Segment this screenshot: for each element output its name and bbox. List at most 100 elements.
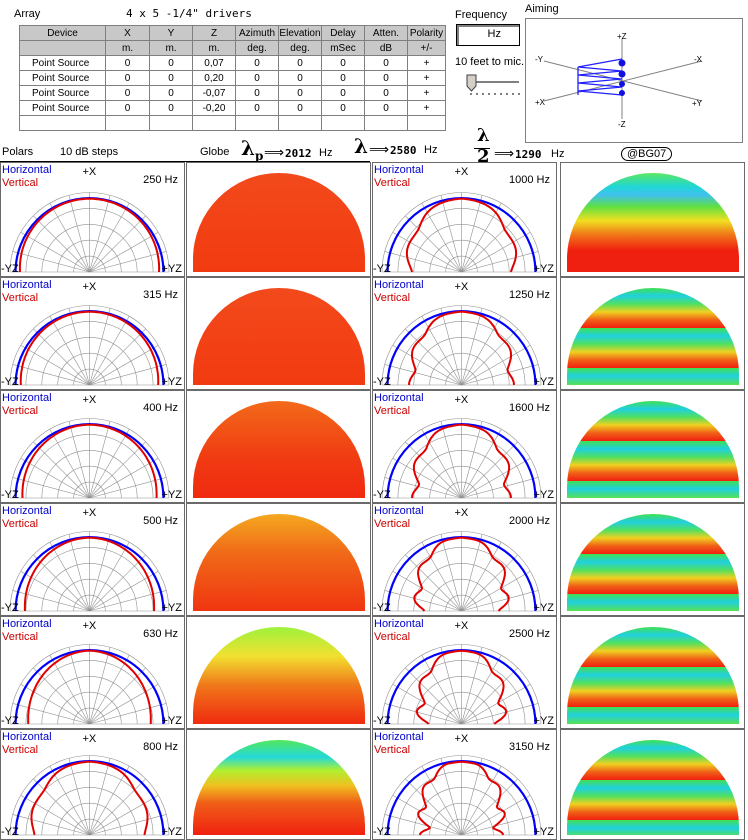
vertical-response-curve xyxy=(413,536,510,612)
table-row-empty[interactable] xyxy=(19,115,446,131)
axis-right-label: +YZ xyxy=(161,715,182,727)
cell[interactable]: 0 xyxy=(105,100,150,116)
axis-px: +X xyxy=(535,98,546,107)
cell[interactable]: 0 xyxy=(149,100,193,116)
polar-grid xyxy=(381,531,542,612)
lambda-p-value: 2012 xyxy=(285,147,312,160)
polar-grid xyxy=(9,305,170,386)
globe-dome xyxy=(192,401,365,498)
table-units-row: m. m. m. deg. deg. mSec dB +/- xyxy=(19,40,446,56)
polar-panel: Horizontal Vertical +X 315 Hz -YZ +YZ xyxy=(0,277,185,390)
cell[interactable]: 0 xyxy=(235,70,279,86)
cell[interactable]: 0 xyxy=(364,100,408,116)
cell[interactable]: 0,20 xyxy=(192,70,236,86)
cell[interactable]: -0,07 xyxy=(192,85,236,101)
polar-panel: Horizontal Vertical +X 2500 Hz -YZ +YZ xyxy=(372,616,557,729)
axis-left-label: -YZ xyxy=(373,715,391,727)
unit-cell: m. xyxy=(192,40,236,56)
table-header-row: Device X Y Z Azimuth Elevation Delay Att… xyxy=(19,25,446,41)
aiming-panel[interactable]: +Z -Z -Y +Y -X +X xyxy=(525,18,743,143)
cell[interactable]: Point Source xyxy=(19,70,106,86)
cell[interactable]: + xyxy=(407,100,446,116)
cell[interactable]: 0 xyxy=(364,70,408,86)
globe-dome xyxy=(192,514,365,611)
cell[interactable]: 0 xyxy=(105,55,150,71)
globe-dome xyxy=(566,288,739,385)
axis-left-label: -YZ xyxy=(373,489,391,501)
legend-vertical: Vertical xyxy=(2,518,39,530)
legend-horizontal: Horizontal xyxy=(374,731,424,743)
table-row[interactable]: Point Source 0 0 0,20 0 0 0 0 + xyxy=(19,70,446,86)
axis-right-label: +YZ xyxy=(161,376,182,388)
axis-top-label: +X xyxy=(454,620,469,632)
vertical-response-curve xyxy=(23,536,156,612)
cell[interactable]: 0 xyxy=(149,85,193,101)
axis-top-label: +X xyxy=(454,507,469,519)
cell[interactable]: 0 xyxy=(278,85,322,101)
legend-horizontal: Horizontal xyxy=(2,392,52,404)
cell[interactable]: 0 xyxy=(149,55,193,71)
axis-top-label: +X xyxy=(454,733,469,745)
cell[interactable]: 0 xyxy=(278,55,322,71)
cell[interactable]: + xyxy=(407,55,446,71)
cell[interactable]: 0 xyxy=(364,55,408,71)
legend-horizontal: Horizontal xyxy=(2,164,52,176)
cell[interactable]: 0 xyxy=(105,85,150,101)
cell[interactable]: Point Source xyxy=(19,85,106,101)
lambda-p-unit: Hz xyxy=(319,147,333,159)
cell[interactable]: 0 xyxy=(235,100,279,116)
globe-dome xyxy=(566,514,739,611)
globe-panel xyxy=(186,390,371,503)
polar-panel: Horizontal Vertical +X 400 Hz -YZ +YZ xyxy=(0,390,185,503)
axis-top-label: +X xyxy=(454,166,469,178)
unit-cell: m. xyxy=(149,40,193,56)
table-row[interactable]: Point Source 0 0 -0,20 0 0 0 0 + xyxy=(19,100,446,116)
cell[interactable]: 0 xyxy=(364,85,408,101)
cell[interactable]: + xyxy=(407,85,446,101)
cell[interactable]: 0 xyxy=(321,85,365,101)
fraction-bar xyxy=(474,148,490,149)
cell[interactable]: + xyxy=(407,70,446,86)
cell[interactable]: -0,20 xyxy=(192,100,236,116)
cell[interactable]: 0 xyxy=(235,55,279,71)
frequency-label: 630 Hz xyxy=(143,628,178,640)
globe-dome xyxy=(566,401,739,498)
globe-panel xyxy=(560,503,745,616)
table-row[interactable]: Point Source 0 0 -0,07 0 0 0 0 + xyxy=(19,85,446,101)
vertical-response-curve xyxy=(30,760,149,836)
polar-plot-svg xyxy=(381,305,542,386)
table-row[interactable]: Point Source 0 0 0,07 0 0 0 0 + xyxy=(19,55,446,71)
globe-panel xyxy=(186,616,371,729)
lambda-unit: Hz xyxy=(424,144,438,156)
polar-grid xyxy=(9,192,170,273)
frequency-label: 400 Hz xyxy=(143,402,178,414)
polar-plot-svg xyxy=(9,305,170,386)
cell[interactable]: 0 xyxy=(321,55,365,71)
polar-plot-svg xyxy=(381,192,542,273)
axis-top-label: +X xyxy=(82,394,97,406)
polar-grid xyxy=(9,418,170,499)
cell[interactable]: 0 xyxy=(235,85,279,101)
cell[interactable]: 0 xyxy=(321,100,365,116)
cell[interactable]: Point Source xyxy=(19,100,106,116)
globe-dome xyxy=(566,173,739,272)
cell[interactable]: 0 xyxy=(149,70,193,86)
axis-right-label: +YZ xyxy=(161,602,182,614)
polar-panel: Horizontal Vertical +X 250 Hz -YZ +YZ xyxy=(0,162,185,277)
mic-distance-slider[interactable] xyxy=(463,73,521,95)
array-label: Array xyxy=(14,8,41,20)
unit-cell: deg. xyxy=(278,40,322,56)
arrow-2: ⟹ xyxy=(369,141,390,157)
legend-horizontal: Horizontal xyxy=(2,505,52,517)
cell[interactable]: Point Source xyxy=(19,55,106,71)
cell[interactable]: 0 xyxy=(321,70,365,86)
vertical-response-curve xyxy=(408,310,515,385)
axis-left-label: -YZ xyxy=(1,376,19,388)
polar-grid xyxy=(381,644,542,725)
frequency-input[interactable]: Hz xyxy=(456,24,520,46)
cell[interactable]: 0 xyxy=(278,70,322,86)
cell[interactable]: 0 xyxy=(105,70,150,86)
cell[interactable]: 0 xyxy=(278,100,322,116)
legend-vertical: Vertical xyxy=(374,405,411,417)
cell[interactable]: 0,07 xyxy=(192,55,236,71)
